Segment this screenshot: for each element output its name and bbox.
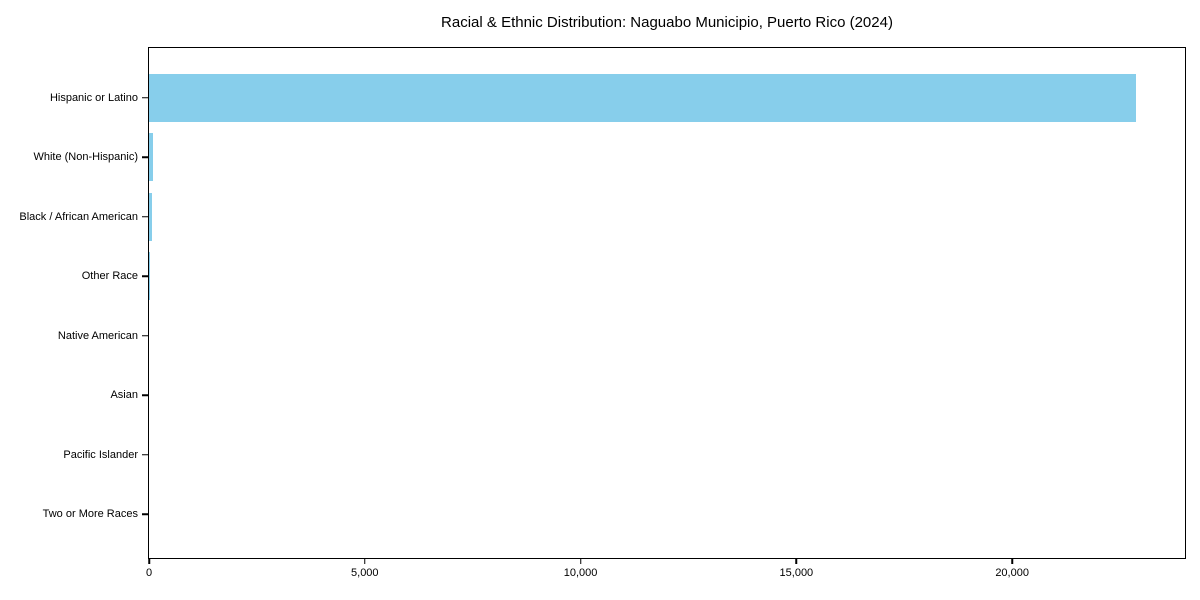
bar-row: Black / African American	[19, 187, 1185, 247]
plot-area: Hispanic or Latino White (Non-Hispanic) Bl…	[19, 47, 1186, 579]
y-tick	[141, 513, 148, 515]
bar	[149, 252, 150, 301]
y-axis-label: White (Non-Hispanic)	[33, 151, 138, 164]
y-axis-label: Asian	[110, 389, 138, 402]
x-axis: 0 5,000 10,000 15,000 20,000	[145, 558, 1185, 588]
bar-row: Hispanic or Latino	[50, 68, 1185, 128]
bar	[149, 133, 154, 182]
y-axis-label: Black / African American	[19, 210, 138, 223]
x-tick-label: 15,000	[779, 567, 814, 579]
y-tick	[141, 216, 148, 218]
x-tick	[795, 559, 798, 564]
y-axis-label: Other Race	[81, 270, 138, 283]
y-axis-label: Pacific Islander	[63, 448, 138, 461]
y-tick	[141, 156, 148, 158]
chart-title: Racial & Ethnic Distribution: Naguabo Mu…	[441, 14, 893, 31]
x-tick	[579, 559, 582, 564]
y-tick	[141, 97, 148, 99]
bar-row: Other Race	[82, 247, 1185, 307]
x-tick-label: 20,000	[995, 567, 1029, 579]
bar-row: White (Non-Hispanic)	[33, 128, 1185, 188]
x-tick	[148, 559, 150, 564]
y-axis-label: Hispanic or Latino	[49, 91, 138, 104]
bar	[149, 73, 1136, 122]
bar-rows: Hispanic or Latino White (Non-Hispanic) Bl…	[19, 68, 1185, 545]
y-axis-label: Native American	[57, 329, 138, 342]
bar-row: Two or More Races	[43, 485, 1185, 545]
y-tick	[141, 335, 148, 337]
bar-row: Asian	[110, 366, 1185, 426]
x-tick	[364, 559, 366, 564]
bar-row: Pacific Islander	[63, 425, 1185, 485]
bar-row: Native American	[58, 306, 1185, 366]
x-tick-label: 5,000	[351, 567, 379, 579]
y-axis-label: Two or More Races	[42, 508, 138, 521]
x-tick-label: 0	[145, 567, 153, 579]
x-tick-label: 10,000	[563, 567, 598, 579]
y-tick	[141, 454, 148, 456]
bar	[149, 192, 153, 241]
y-tick	[141, 275, 148, 277]
y-tick	[141, 394, 148, 396]
x-tick	[1011, 559, 1013, 564]
